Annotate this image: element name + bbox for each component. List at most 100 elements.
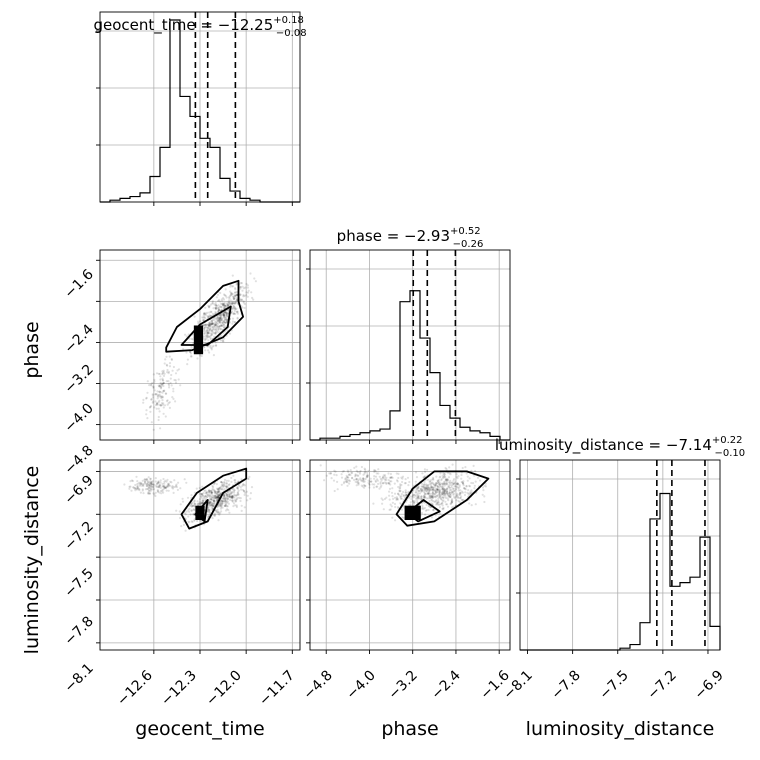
scatter-point xyxy=(158,491,161,494)
scatter-point xyxy=(206,332,209,335)
scatter-point xyxy=(369,477,372,480)
scatter-point xyxy=(237,493,240,496)
scatter-point xyxy=(224,498,227,501)
scatter-point xyxy=(398,490,402,493)
scatter-point xyxy=(215,322,218,325)
scatter-point xyxy=(217,329,220,332)
scatter-point xyxy=(161,396,165,399)
scatter-point xyxy=(455,495,458,498)
scatter-point xyxy=(207,335,210,338)
scatter-point xyxy=(201,502,204,505)
scatter-point xyxy=(159,404,162,407)
scatter-point xyxy=(219,313,222,316)
scatter-point xyxy=(217,307,220,311)
scatter-point xyxy=(154,393,157,396)
scatter-point xyxy=(226,497,229,500)
scatter-point xyxy=(382,474,385,477)
scatter-point xyxy=(432,477,435,480)
scatter-point xyxy=(461,481,464,484)
scatter-point xyxy=(225,318,228,321)
scatter-point xyxy=(166,399,169,402)
scatter-point xyxy=(439,475,442,478)
scatter-point xyxy=(362,477,365,480)
scatter-point xyxy=(217,488,220,491)
scatter-point xyxy=(427,488,430,491)
scatter-point xyxy=(428,492,431,495)
scatter-point xyxy=(220,314,223,318)
scatter-point xyxy=(161,485,164,488)
scatter-point xyxy=(432,500,435,503)
scatter-point xyxy=(235,307,238,310)
scatter-point xyxy=(445,481,448,484)
scatter-point xyxy=(444,478,447,481)
scatter-point xyxy=(481,486,485,489)
scatter-point xyxy=(441,493,445,496)
scatter-point xyxy=(213,496,216,499)
scatter-point xyxy=(319,464,322,467)
scatter-point xyxy=(167,482,170,485)
scatter-point xyxy=(235,282,238,285)
scatter-point xyxy=(148,483,151,486)
scatter-point xyxy=(362,479,365,482)
scatter-point xyxy=(445,492,448,495)
scatter-point xyxy=(207,326,210,329)
scatter-point xyxy=(347,470,350,473)
scatter-point xyxy=(228,511,231,514)
scatter-point xyxy=(228,332,232,335)
scatter-point xyxy=(164,392,167,395)
scatter-point xyxy=(448,489,451,492)
scatter-point xyxy=(421,506,424,509)
scatter-point xyxy=(203,312,206,315)
scatter-point xyxy=(417,487,420,490)
scatter-point xyxy=(213,499,216,502)
scatter-point xyxy=(153,483,156,486)
scatter-point xyxy=(176,488,179,491)
scatter-point xyxy=(430,484,433,487)
scatter-point xyxy=(150,382,154,385)
scatter-point xyxy=(432,482,435,486)
scatter-point xyxy=(185,351,188,354)
xtick-lumdist-4: −6.9 xyxy=(691,668,726,703)
scatter-point xyxy=(218,308,221,312)
scatter-point xyxy=(446,483,449,486)
scatter-point xyxy=(462,482,465,485)
scatter-point xyxy=(399,495,402,498)
scatter-point xyxy=(239,281,242,285)
scatter-point xyxy=(437,478,440,481)
scatter-point xyxy=(160,397,163,400)
scatter-point xyxy=(223,321,226,324)
scatter-point xyxy=(345,474,348,477)
scatter-point xyxy=(216,492,219,496)
scatter-point xyxy=(449,502,452,505)
scatter-point xyxy=(185,510,188,513)
scatter-point xyxy=(214,495,217,498)
scatter-point xyxy=(206,334,209,337)
scatter-point xyxy=(219,504,222,507)
scatter-point xyxy=(430,496,433,499)
scatter-point xyxy=(230,491,233,494)
scatter-point xyxy=(151,396,154,399)
scatter-point xyxy=(376,479,379,482)
scatter-point xyxy=(160,492,163,495)
scatter-point xyxy=(451,500,454,503)
scatter-point xyxy=(211,329,214,332)
scatter-point xyxy=(422,490,426,493)
scatter-point xyxy=(207,505,210,509)
scatter-point xyxy=(245,294,248,297)
scatter-point xyxy=(158,384,161,387)
scatter-point xyxy=(179,384,182,387)
scatter-point xyxy=(225,321,228,324)
scatter-point xyxy=(161,370,164,373)
scatter-point xyxy=(242,300,245,303)
scatter-point xyxy=(146,478,149,481)
scatter-point xyxy=(236,310,239,313)
scatter-point xyxy=(211,302,214,305)
scatter-point xyxy=(190,505,193,508)
scatter-point xyxy=(220,480,223,484)
scatter-point xyxy=(179,487,182,490)
scatter-point xyxy=(374,475,378,478)
scatter-point xyxy=(222,312,225,315)
scatter-point xyxy=(357,483,360,486)
scatter-point xyxy=(401,477,404,480)
scatter-point xyxy=(235,291,238,294)
